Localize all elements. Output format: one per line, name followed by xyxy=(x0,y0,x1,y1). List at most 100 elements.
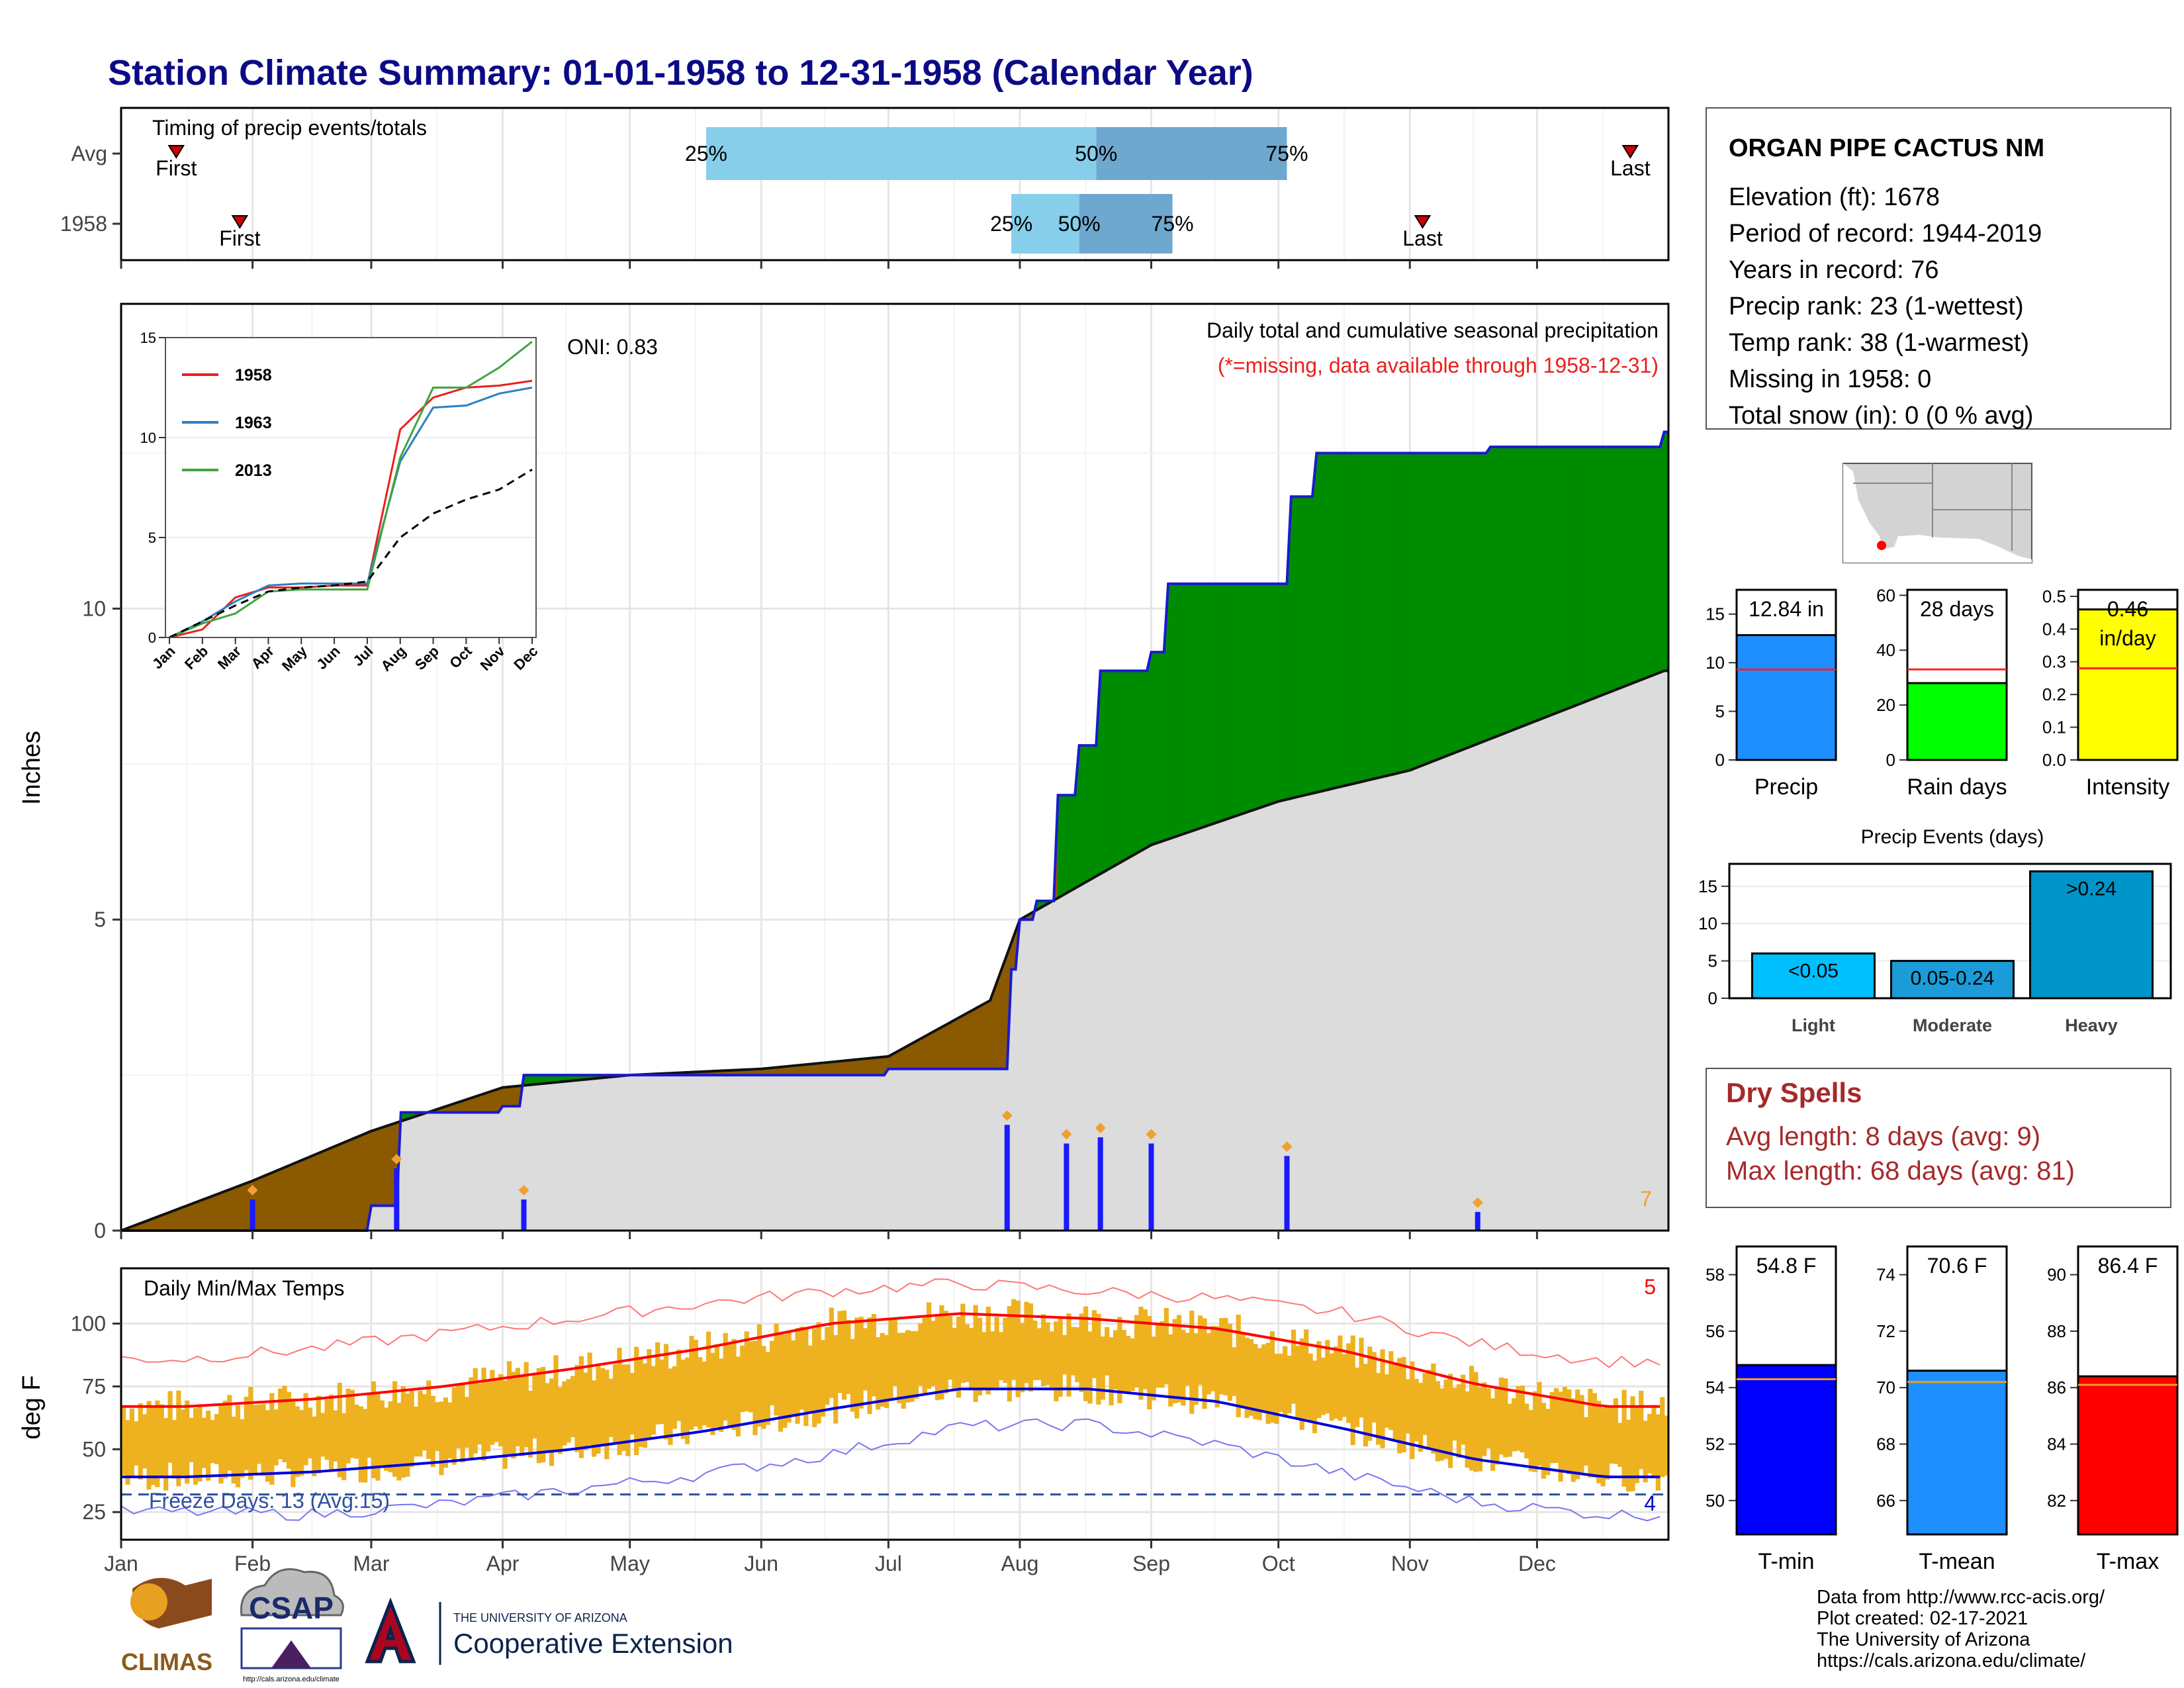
precip-deficit-area xyxy=(298,1158,304,1231)
daily-temp-bar xyxy=(138,1403,143,1480)
footer-line: https://cals.arizona.edu/climate/ xyxy=(1817,1650,2086,1671)
precip-deficit-area xyxy=(510,1086,516,1107)
precip-deficit-area xyxy=(214,1193,219,1231)
precip-surplus-area xyxy=(1079,745,1084,887)
inset-xtick-label: Oct xyxy=(446,642,475,671)
dry-spells-box: Dry Spells Avg length: 8 days (avg: 9) M… xyxy=(1706,1068,2171,1208)
daily-temp-bar xyxy=(943,1311,948,1394)
daily-temp-bar xyxy=(1003,1317,1008,1383)
annual-summary-bars: 0 5 10 15 12.84 in Precip 0 20 40 60 28 days Rain d… xyxy=(1706,585,2179,800)
precip-deficit-area xyxy=(960,1013,966,1070)
temp-t-max-ytick-label: 88 xyxy=(2047,1321,2066,1341)
daily-temp-bar xyxy=(307,1407,313,1459)
temp-ytick-label: 25 xyxy=(82,1500,106,1524)
daily-temp-bar xyxy=(1087,1331,1093,1404)
precip-deficit-area xyxy=(210,1194,215,1231)
precip-deficit-area xyxy=(811,1063,817,1076)
daily-temp-bar xyxy=(515,1368,520,1446)
precip-frame xyxy=(120,303,1670,1232)
precip-deficit-area xyxy=(316,1152,321,1231)
precip-deficit-area xyxy=(502,1086,508,1107)
daily-temp-bar xyxy=(248,1387,253,1480)
daily-temp-bar xyxy=(1541,1403,1547,1479)
events-ytick-label: 10 xyxy=(1698,914,1717,933)
daily-temp-bar xyxy=(1066,1313,1071,1397)
missing-note: (*=missing, data available through 1958-… xyxy=(1218,353,1659,377)
csap-url: http://cals.arizona.edu/climate xyxy=(243,1675,340,1683)
precip-deficit-area xyxy=(383,1125,389,1206)
precip-deficit-area xyxy=(909,1041,915,1070)
precip-surplus-area xyxy=(1214,583,1220,824)
daily-temp-bar xyxy=(240,1419,245,1477)
daily-temp-bar xyxy=(1240,1333,1246,1409)
summary-intensity-ytick-label: 0.5 xyxy=(2042,586,2066,606)
inset-xtick-label: Mar xyxy=(214,643,245,673)
precip-surplus-area xyxy=(1308,496,1313,795)
precip-deficit-area xyxy=(188,1203,194,1231)
daily-temp-bar xyxy=(1422,1373,1428,1435)
daily-temp-bar xyxy=(320,1413,326,1457)
daily-temp-bar xyxy=(1388,1351,1394,1430)
daily-temp-bar xyxy=(1193,1333,1199,1405)
daily-temp-bar xyxy=(1465,1391,1470,1468)
csap-logo: CSAP http://cals.arizona.edu/climate xyxy=(240,1568,344,1683)
daily-temp-bar xyxy=(375,1393,381,1481)
daily-temp-bar xyxy=(621,1364,627,1451)
daily-temp-bar xyxy=(892,1317,898,1386)
inset-ytick-label: 5 xyxy=(148,530,156,546)
daily-temp-bar xyxy=(735,1356,741,1436)
inset-xtick-label: Jun xyxy=(313,643,343,673)
precip-deficit-area xyxy=(1002,954,1008,1070)
precip-deficit-area xyxy=(302,1157,308,1231)
daily-temp-bar xyxy=(1503,1378,1508,1458)
events-ytick-label: 5 xyxy=(1708,951,1717,971)
temp-t-mean-chart: 66 68 70 72 74 70.6 F T-mean xyxy=(1876,1245,2008,1574)
daily-temp-bar xyxy=(897,1333,902,1403)
precip-deficit-area xyxy=(913,1039,919,1070)
station-info-box: ORGAN PIPE CACTUS NM Elevation (ft): 167… xyxy=(1706,107,2171,430)
daily-temp-bar xyxy=(1261,1344,1267,1412)
precip-surplus-area xyxy=(1481,453,1487,743)
daily-temp-bar xyxy=(536,1368,541,1464)
precip-surplus-area xyxy=(1282,583,1288,801)
daily-temp-bar xyxy=(1147,1315,1152,1409)
daily-temp-bar xyxy=(345,1388,351,1464)
daily-temp-bar xyxy=(1346,1343,1351,1423)
daily-temp-bar xyxy=(973,1305,978,1402)
events-category-label: Heavy xyxy=(2065,1015,2118,1035)
daily-temp-bar xyxy=(1579,1395,1584,1473)
daily-temp-bar xyxy=(854,1317,860,1419)
precip-ytick-label: 10 xyxy=(82,596,106,620)
daily-temp-bar xyxy=(1117,1317,1122,1403)
station-info-line: Elevation (ft): 1678 xyxy=(1729,183,1940,211)
month-label: Feb xyxy=(234,1552,271,1575)
daily-temp-bar xyxy=(994,1317,999,1387)
precip-deficit-area xyxy=(379,1126,385,1206)
daily-temp-bar xyxy=(803,1329,809,1427)
daily-temp-bar xyxy=(312,1416,317,1477)
precip-surplus-area xyxy=(1371,453,1377,780)
precip-surplus-area xyxy=(1621,446,1627,688)
temp-t-max-ytick-label: 82 xyxy=(2047,1491,2066,1511)
daily-temp-bar xyxy=(333,1410,338,1462)
precip-deficit-area xyxy=(311,1153,317,1231)
temp-t-min-ytick-label: 54 xyxy=(1706,1378,1725,1397)
precip-surplus-area xyxy=(1418,453,1423,768)
daily-temp-bar xyxy=(1138,1306,1144,1400)
summary-precip-ytick-label: 0 xyxy=(1715,750,1725,770)
precip-surplus-area xyxy=(1604,446,1610,695)
daily-temp-bar xyxy=(1554,1388,1559,1464)
daily-temp-bar xyxy=(1079,1313,1084,1392)
precip-deficit-area xyxy=(930,1030,936,1070)
precip-surplus-area xyxy=(1553,446,1559,715)
station-info-line: Temp rank: 38 (1-warmest) xyxy=(1729,329,2029,357)
daily-temp-bar xyxy=(634,1346,639,1456)
precip-deficit-area xyxy=(934,1027,940,1070)
timing-p50-label: 50% xyxy=(1075,142,1117,165)
daily-temp-bar xyxy=(1274,1354,1279,1425)
precip-surplus-area xyxy=(1396,453,1402,774)
precip-surplus-area xyxy=(1549,446,1555,716)
temp-ylabel: deg F xyxy=(18,1375,46,1439)
precip-surplus-area xyxy=(1342,453,1347,787)
inset-ytick-label: 10 xyxy=(140,430,156,446)
